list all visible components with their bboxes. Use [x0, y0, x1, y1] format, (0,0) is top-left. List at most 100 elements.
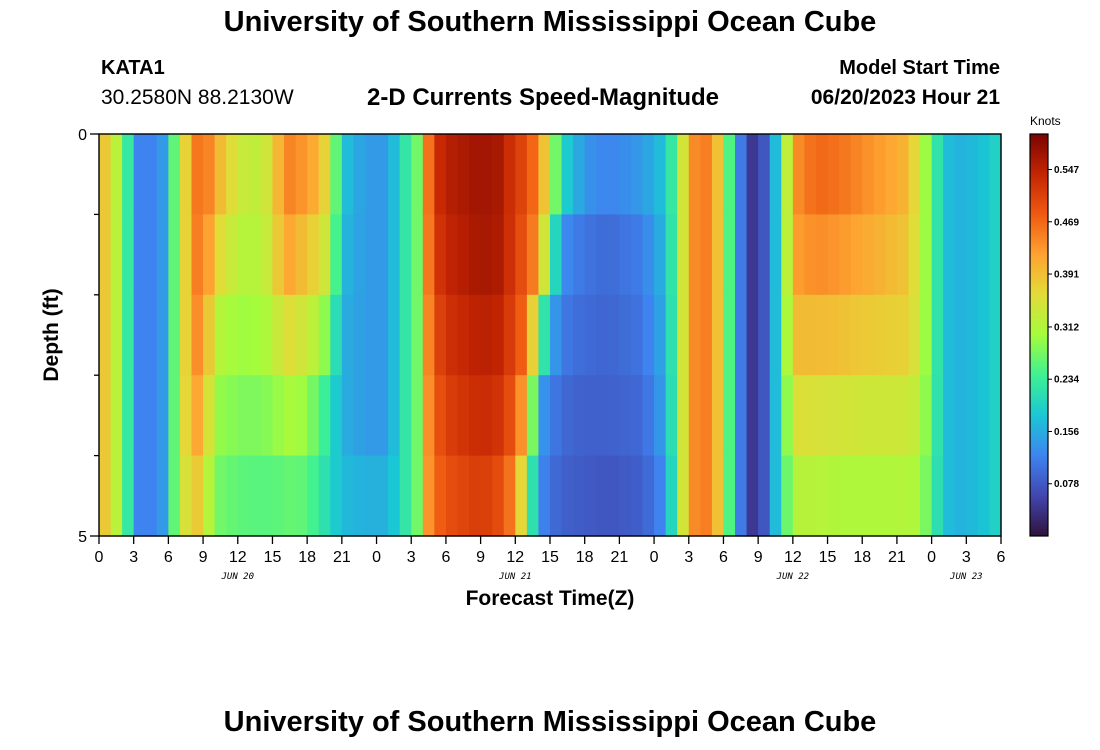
heatmap-cell: [399, 455, 412, 537]
heatmap-cell: [376, 134, 389, 215]
station-coords: 30.2580N 88.2130W: [101, 86, 294, 109]
heatmap-cell: [943, 294, 956, 376]
heatmap-cell: [203, 455, 216, 537]
heatmap-cell: [769, 134, 782, 215]
x-tick-label: 18: [298, 549, 316, 566]
heatmap-cell: [989, 134, 1002, 215]
heatmap-cell: [619, 375, 632, 457]
y-tick-label: 0: [78, 127, 87, 144]
heatmap-cell: [839, 134, 852, 215]
heatmap-cell: [550, 134, 563, 215]
x-tick-label: 12: [784, 549, 802, 566]
heatmap-cell: [469, 455, 482, 537]
heatmap-cell: [827, 455, 840, 537]
heatmap-cell: [954, 455, 967, 537]
heatmap-cell: [330, 455, 343, 537]
heatmap-cell: [908, 214, 921, 296]
heatmap-cell: [839, 294, 852, 376]
heatmap-cell: [457, 214, 470, 296]
heatmap-cell: [284, 294, 297, 376]
heatmap-cell: [307, 455, 320, 537]
heatmap-cell: [920, 455, 933, 537]
heatmap-cell: [341, 455, 355, 537]
heatmap-cell: [804, 375, 817, 457]
x-tick-label: 6: [164, 549, 173, 566]
heatmap-cell: [260, 375, 274, 457]
heatmap-cell: [457, 455, 470, 537]
heatmap-cell: [700, 455, 713, 537]
x-tick-label: 15: [819, 549, 837, 566]
heatmap-cell: [307, 294, 320, 376]
colorbar-tick-label: 0.547: [1054, 165, 1079, 176]
heatmap-cell: [954, 134, 967, 215]
heatmap-cell: [977, 214, 991, 296]
heatmap-cell: [561, 134, 574, 215]
heatmap-cell: [237, 375, 250, 457]
date-label: JUN 20: [221, 572, 255, 582]
heatmap-cell: [931, 294, 944, 376]
heatmap-cell: [179, 214, 193, 296]
heatmap-cell: [573, 214, 586, 296]
heatmap-cell: [792, 375, 806, 457]
x-tick-label: 0: [927, 549, 936, 566]
heatmap-cell: [503, 375, 516, 457]
x-axis-label: Forecast Time(Z): [466, 587, 635, 610]
heatmap-cell: [376, 294, 389, 376]
heatmap-cell: [318, 375, 331, 457]
heatmap-cell: [179, 294, 193, 376]
heatmap-cell: [862, 294, 875, 376]
heatmap-cell: [896, 375, 910, 457]
heatmap-cell: [850, 455, 863, 537]
heatmap-cell: [492, 375, 505, 457]
heatmap-cell: [318, 134, 331, 215]
heatmap-cell: [353, 455, 366, 537]
x-tick-label: 9: [199, 549, 208, 566]
colorbar: 0.078 0.156 0.234 0.312 0.391 0.469 0.547: [1029, 133, 1079, 537]
heatmap-cell: [272, 134, 285, 215]
heatmap-cell: [596, 214, 609, 296]
heatmap-cell: [469, 214, 482, 296]
heatmap-cell: [388, 455, 401, 537]
heatmap-cell: [503, 294, 516, 376]
heatmap-cell: [850, 294, 863, 376]
heatmap-cell: [538, 294, 551, 376]
heatmap-cell: [422, 455, 435, 537]
heatmap-cell: [573, 134, 586, 215]
heatmap-cell: [133, 294, 146, 376]
heatmap-cell: [434, 294, 447, 376]
heatmap-cell: [931, 455, 944, 537]
heatmap-cell: [492, 214, 505, 296]
heatmap-cell: [896, 214, 910, 296]
heatmap-cell: [550, 455, 563, 537]
heatmap-cell: [723, 455, 736, 537]
heatmap-cell: [677, 375, 690, 457]
heatmap-cell: [422, 214, 435, 296]
footer-title: University of Southern Mississippi Ocean…: [223, 706, 877, 738]
heatmap-cell: [873, 455, 886, 537]
heatmap-cell: [989, 294, 1002, 376]
heatmap-cell: [966, 134, 979, 215]
heatmap-cell: [480, 375, 493, 457]
heatmap-cell: [700, 214, 713, 296]
heatmap-cell: [920, 214, 933, 296]
heatmap-cell: [769, 375, 782, 457]
heatmap-cell: [353, 375, 366, 457]
heatmap-cell: [584, 134, 597, 215]
y-tick-label: 5: [78, 529, 87, 546]
heatmap-cell: [133, 214, 146, 296]
heatmap-cell: [284, 134, 297, 215]
heatmap-cell: [133, 134, 146, 215]
heatmap-cell: [99, 455, 112, 537]
heatmap-cell: [272, 375, 285, 457]
heatmap-cell: [550, 375, 563, 457]
heatmap-cell: [168, 294, 181, 376]
heatmap-cell: [966, 375, 979, 457]
heatmap-cell: [873, 134, 886, 215]
heatmap-cell: [99, 214, 112, 296]
heatmap-cell: [723, 134, 736, 215]
date-label: JUN 21: [498, 572, 532, 582]
x-tick-label: 21: [888, 549, 906, 566]
heatmap-cell: [654, 134, 667, 215]
heatmap-cell: [654, 375, 667, 457]
heatmap-cell: [688, 455, 701, 537]
